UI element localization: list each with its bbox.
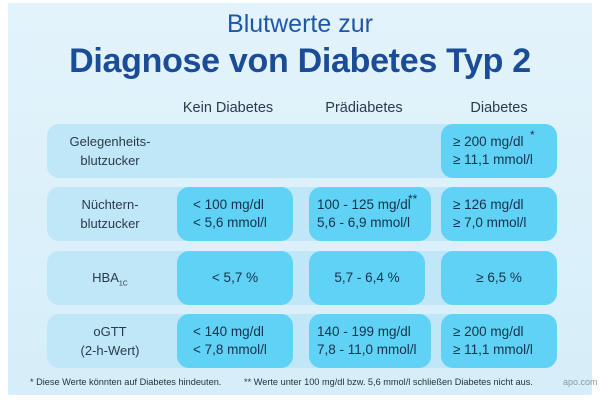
- cell-value-line: 140 - 199 mg/dl: [317, 324, 411, 339]
- cell-value-line: < 100 mg/dl: [193, 197, 264, 212]
- row-label-line: blutzucker: [80, 216, 140, 231]
- row-label-line: Nüchtern-: [81, 197, 139, 212]
- cell-nuechternblutzucker-praediabetes: 100 - 125 mg/dl 5,6 - 6,9 mmol/l: [309, 187, 431, 241]
- cell-nuechternblutzucker-diabetes: ≥ 126 mg/dl ≥ 7,0 mmol/l: [441, 187, 557, 241]
- cell-value-line: 100 - 125 mg/dl: [317, 197, 411, 212]
- cell-hba1c-diabetes: ≥ 6,5 %: [441, 251, 557, 305]
- cell-nuechternblutzucker-kein-diabetes: < 100 mg/dl < 5,6 mmol/l: [177, 187, 293, 241]
- cell-hba1c-kein-diabetes: < 5,7 %: [177, 251, 293, 305]
- cell-value-line: ≥ 6,5 %: [476, 270, 522, 285]
- cell-gelegenheitsblutzucker-diabetes: ≥ 200 mg/dl ≥ 11,1 mmol/l: [441, 124, 557, 178]
- cell-ogtt-diabetes: ≥ 200 mg/dl ≥ 11,1 mmol/l: [441, 314, 557, 368]
- column-header-diabetes: Diabetes: [470, 100, 528, 116]
- cell-value-line: ≥ 200 mg/dl: [453, 324, 524, 339]
- cell-hba1c-praediabetes: 5,7 - 6,4 %: [309, 251, 425, 305]
- title-line-1: Blutwerte zur: [227, 10, 373, 38]
- watermark-logo: apo.com: [563, 377, 598, 387]
- cell-value-line: ≥ 200 mg/dl: [453, 134, 524, 149]
- row-label-line: blutzucker: [80, 153, 140, 168]
- cell-value-line: ≥ 11,1 mmol/l: [453, 152, 533, 167]
- row-label-ogtt: oGTT (2-h-Wert): [50, 322, 170, 360]
- row-label-line: oGTT: [93, 324, 127, 339]
- cell-value-line: < 140 mg/dl: [193, 324, 264, 339]
- column-header-kein-diabetes: Kein Diabetes: [182, 100, 274, 116]
- row-label-line: Gelegenheits-: [69, 134, 151, 149]
- row-label-gelegenheitsblutzucker: Gelegenheits- blutzucker: [50, 132, 170, 170]
- cell-value-line: 5,7 - 6,4 %: [334, 270, 400, 285]
- title-line-2: Diagnose von Diabetes Typ 2: [69, 42, 531, 80]
- cell-value-line: ≥ 7,0 mmol/l: [453, 215, 527, 230]
- footnote-double-star: ** Werte unter 100 mg/dl bzw. 5,6 mmol/l…: [244, 377, 533, 387]
- cell-value-line: 7,8 - 11,0 mmol/l: [317, 342, 417, 357]
- cell-value-line: ≥ 126 mg/dl: [453, 197, 524, 212]
- row-label-nuechternblutzucker: Nüchtern- blutzucker: [50, 195, 170, 233]
- row-label-line: (2-h-Wert): [80, 343, 140, 358]
- cell-value-line: < 5,7 %: [211, 270, 259, 285]
- cell-value-line: < 5,6 mmol/l: [193, 215, 267, 230]
- cell-ogtt-kein-diabetes: < 140 mg/dl < 7,8 mmol/l: [177, 314, 293, 368]
- cell-value-line: 5,6 - 6,9 mmol/l: [317, 215, 411, 230]
- row-label-text: HBA: [92, 270, 119, 285]
- cell-value-line: < 7,8 mmol/l: [193, 342, 267, 357]
- row-label-hba1c: HBA1C: [50, 268, 170, 294]
- cell-value-line: ≥ 11,1 mmol/l: [453, 342, 533, 357]
- row-label-subscript: 1C: [118, 280, 128, 288]
- footnote-marker-single: *: [530, 128, 535, 142]
- column-header-praediabetes: Prädiabetes: [325, 100, 403, 116]
- cell-ogtt-praediabetes: 140 - 199 mg/dl 7,8 - 11,0 mmol/l: [309, 314, 431, 368]
- footnote-marker-double: **: [408, 192, 418, 206]
- footnote-single-star: * Diese Werte könnten auf Diabetes hinde…: [30, 377, 222, 387]
